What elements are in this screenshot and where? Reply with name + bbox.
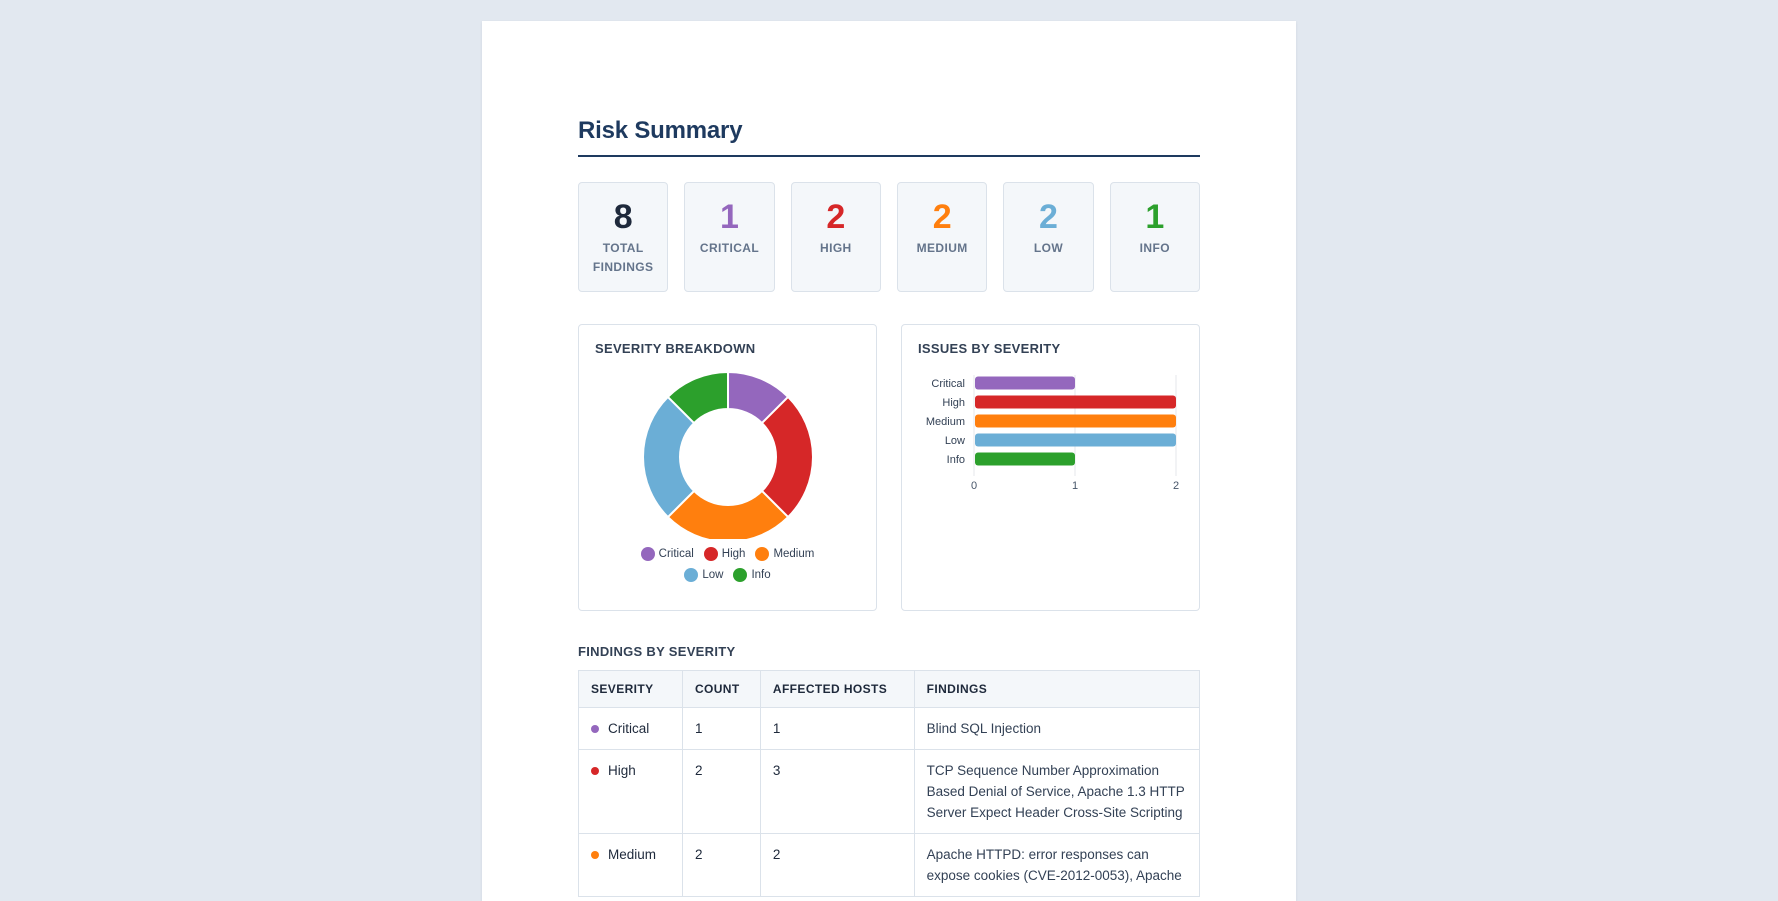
count-cell: 2 <box>681 833 761 897</box>
table-row: Medium 2 2 Apache HTTPD: error responses… <box>578 833 1201 897</box>
severity-dot <box>591 850 599 859</box>
stat-label: CRITICAL <box>699 241 760 255</box>
stat-value: 8 <box>613 198 633 236</box>
stat-card-total: 8 TOTAL FINDINGS <box>578 182 669 292</box>
findings-table: SEVERITY COUNT AFFECTED HOSTS FINDINGS C… <box>578 670 1201 897</box>
severity-label: Critical <box>608 721 650 736</box>
stat-cards: 8 TOTAL FINDINGS 1 CRITICAL 2 HIGH 2 MED… <box>578 182 1200 292</box>
page-title: Risk Summary <box>578 117 1200 157</box>
legend-label: Low <box>702 569 724 581</box>
column-header: SEVERITY <box>578 670 683 708</box>
stat-label: HIGH <box>820 241 852 255</box>
legend-label: High <box>721 548 746 560</box>
bar-high <box>975 395 1176 409</box>
column-header: FINDINGS <box>913 670 1201 708</box>
stat-value: 2 <box>932 198 952 236</box>
table-row: Critical 1 1 Blind SQL Injection <box>578 707 1201 750</box>
legend-swatch <box>733 568 748 582</box>
bar-chart-title: ISSUES BY SEVERITY <box>918 341 1061 356</box>
x-tick-label: 1 <box>1072 480 1078 492</box>
findings-cell: Apache HTTPD: error responses can expose… <box>913 833 1201 897</box>
donut-chart-title: SEVERITY BREAKDOWN <box>595 341 756 356</box>
severity-breakdown-card: SEVERITY BREAKDOWN Critical High Medium Low… <box>578 324 877 611</box>
legend-row: Critical High Medium <box>579 547 876 561</box>
stat-card-medium: 2 MEDIUM <box>896 182 988 292</box>
legend-item-medium: Medium <box>755 547 814 561</box>
findings-cell: Blind SQL Injection <box>913 707 1201 750</box>
y-tick-label: Medium <box>926 416 965 428</box>
count-cell: 1 <box>681 707 761 750</box>
count-cell: 2 <box>681 749 761 834</box>
legend-row: Low Info <box>579 568 876 582</box>
donut-chart <box>642 370 814 539</box>
table-row: High 2 3 TCP Sequence Number Approximati… <box>578 749 1201 834</box>
legend-item-high: High <box>703 547 746 561</box>
y-tick-label: Critical <box>931 378 965 390</box>
bar-chart: 0 1 2 Critical High Medium Low Info <box>926 375 1179 492</box>
report-page: Risk Summary 8 TOTAL FINDINGS 1 CRITICAL… <box>482 21 1296 901</box>
hosts-cell: 3 <box>759 749 915 834</box>
severity-dot <box>591 724 599 733</box>
x-tick-label: 0 <box>971 480 977 492</box>
legend-label: Medium <box>773 548 815 560</box>
charts-row: SEVERITY BREAKDOWN Critical High Medium Low… <box>578 324 1200 611</box>
column-header: COUNT <box>681 670 761 708</box>
stat-label: MEDIUM <box>916 241 968 255</box>
legend-swatch <box>755 547 770 561</box>
y-tick-label: Low <box>945 435 965 447</box>
stat-card-high: 2 HIGH <box>790 182 881 292</box>
donut-legend: Critical High Medium Low Info <box>579 547 876 589</box>
y-tick-label: Info <box>947 454 965 466</box>
issues-by-severity-card: ISSUES BY SEVERITY 0 1 2 Critical High Medium… <box>901 324 1200 611</box>
stat-card-info: 1 INFO <box>1109 182 1200 292</box>
stat-value: 1 <box>1145 198 1165 236</box>
stat-card-critical: 1 CRITICAL <box>684 182 775 292</box>
stat-value: 2 <box>826 198 846 236</box>
bar-critical <box>975 376 1075 390</box>
findings-cell: TCP Sequence Number Approximation Based … <box>913 749 1201 834</box>
legend-item-critical: Critical <box>640 547 694 561</box>
legend-swatch <box>703 547 718 561</box>
legend-swatch <box>684 568 699 582</box>
column-header: AFFECTED HOSTS <box>759 670 915 708</box>
report-content: Risk Summary 8 TOTAL FINDINGS 1 CRITICAL… <box>578 117 1201 897</box>
stat-value: 1 <box>720 198 739 236</box>
stat-label: TOTAL FINDINGS <box>592 241 654 274</box>
x-tick-label: 2 <box>1173 480 1179 492</box>
donut-slice-info <box>666 370 729 425</box>
table-header-row: SEVERITY COUNT AFFECTED HOSTS FINDINGS <box>578 670 1201 708</box>
stat-card-low: 2 LOW <box>1003 182 1094 292</box>
bar-info <box>975 452 1075 466</box>
legend-label: Info <box>751 569 771 581</box>
legend-label: Critical <box>658 548 694 560</box>
severity-label: Medium <box>608 847 657 862</box>
findings-section-title: FINDINGS BY SEVERITY <box>578 644 736 659</box>
y-tick-label: High <box>942 397 965 409</box>
severity-dot <box>591 766 599 775</box>
stat-value: 2 <box>1039 198 1058 236</box>
legend-item-info: Info <box>733 568 771 582</box>
severity-label: High <box>608 763 636 778</box>
legend-item-low: Low <box>684 568 723 582</box>
hosts-cell: 2 <box>759 833 915 897</box>
hosts-cell: 1 <box>759 707 915 750</box>
legend-swatch <box>640 547 655 561</box>
stat-label: LOW <box>1033 241 1064 255</box>
bar-low <box>975 433 1176 447</box>
stat-label: INFO <box>1139 241 1170 255</box>
bar-medium <box>975 414 1176 428</box>
